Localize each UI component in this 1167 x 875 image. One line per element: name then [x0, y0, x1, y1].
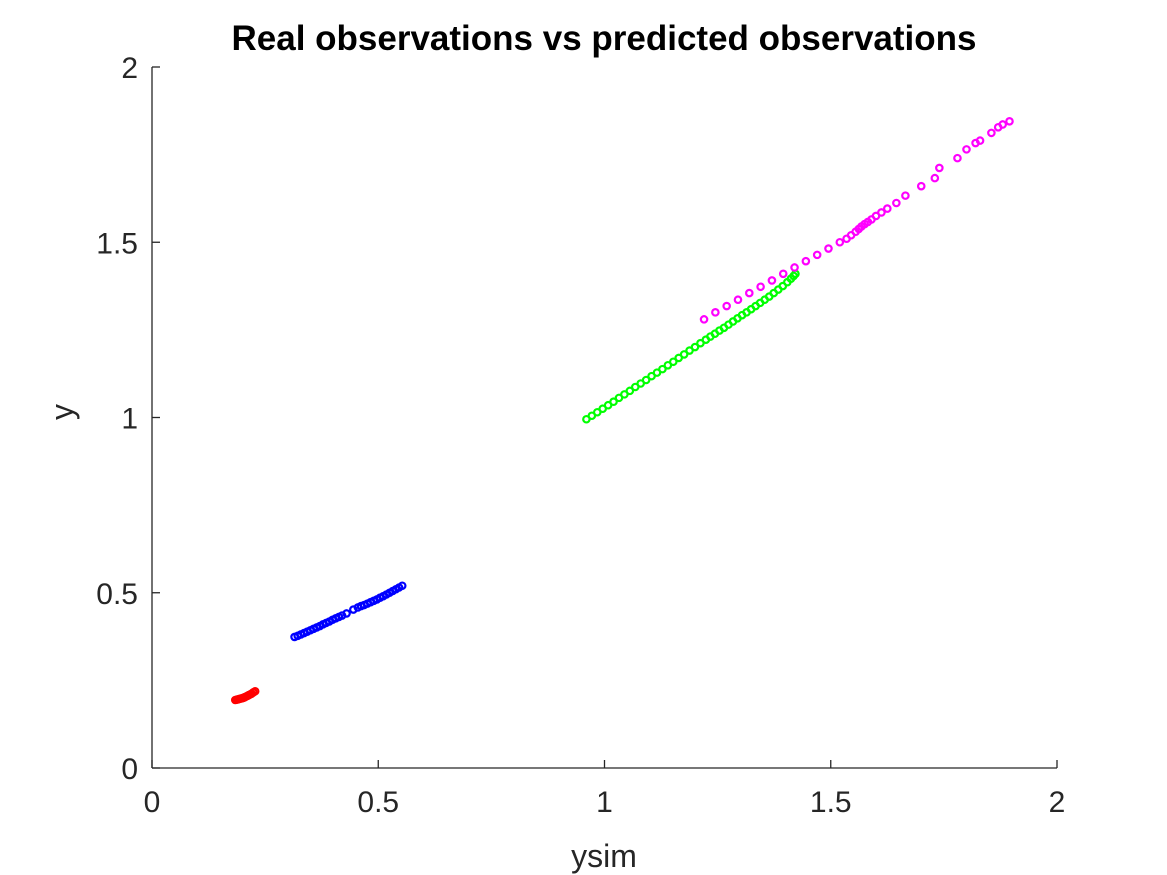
data-point — [778, 269, 788, 279]
series-2 — [582, 269, 800, 424]
axes — [151, 67, 1057, 769]
x-tick-label: 0.5 — [357, 786, 399, 819]
data-point — [756, 282, 765, 292]
data-point — [1005, 117, 1014, 126]
data-point — [883, 204, 892, 213]
data-point — [790, 263, 799, 272]
x-tick-label: 1 — [596, 786, 613, 819]
x-tick-label: 1.5 — [810, 786, 852, 819]
data-point — [975, 136, 985, 145]
x-axis-label: ysim — [571, 838, 637, 874]
data-point — [711, 308, 720, 317]
data-point — [767, 276, 777, 285]
data-points — [230, 117, 1014, 705]
y-tick-label: 0 — [121, 753, 138, 786]
y-tick-label: 1 — [121, 403, 138, 436]
series-0 — [230, 686, 260, 705]
data-point — [916, 181, 926, 191]
data-point — [812, 250, 822, 260]
data-point — [342, 609, 351, 618]
data-point — [744, 288, 754, 298]
data-point — [679, 350, 689, 359]
data-point — [877, 208, 886, 217]
chart-title: Real observations vs predicted observati… — [232, 19, 977, 58]
y-axis-label: y — [44, 404, 80, 420]
x-ticks: 0 0.5 1 1.5 2 — [144, 760, 1066, 819]
data-point — [250, 686, 260, 696]
data-point — [987, 128, 996, 138]
data-point — [690, 342, 700, 352]
y-tick-label: 0.5 — [96, 578, 138, 611]
data-point — [953, 153, 962, 163]
data-point — [962, 145, 971, 154]
data-point — [801, 256, 811, 266]
data-point — [668, 357, 678, 367]
data-point — [901, 191, 910, 200]
data-point — [641, 375, 651, 385]
data-point — [892, 198, 901, 208]
data-point — [935, 163, 944, 173]
series-1 — [290, 581, 407, 642]
y-ticks: 0 0.5 1 1.5 2 — [96, 52, 160, 786]
data-point — [835, 237, 845, 247]
x-tick-label: 0 — [144, 786, 161, 819]
x-tick-label: 2 — [1049, 786, 1066, 819]
data-point — [722, 301, 731, 311]
data-point — [397, 581, 407, 591]
y-tick-label: 2 — [121, 52, 138, 85]
data-point — [609, 397, 618, 407]
data-point — [658, 364, 667, 374]
data-point — [625, 386, 635, 396]
data-point — [824, 244, 833, 253]
data-point — [699, 315, 709, 324]
data-point — [998, 120, 1008, 129]
data-point — [930, 173, 940, 183]
series-3 — [699, 117, 1014, 324]
data-point — [733, 295, 743, 305]
y-tick-label: 1.5 — [96, 227, 138, 260]
